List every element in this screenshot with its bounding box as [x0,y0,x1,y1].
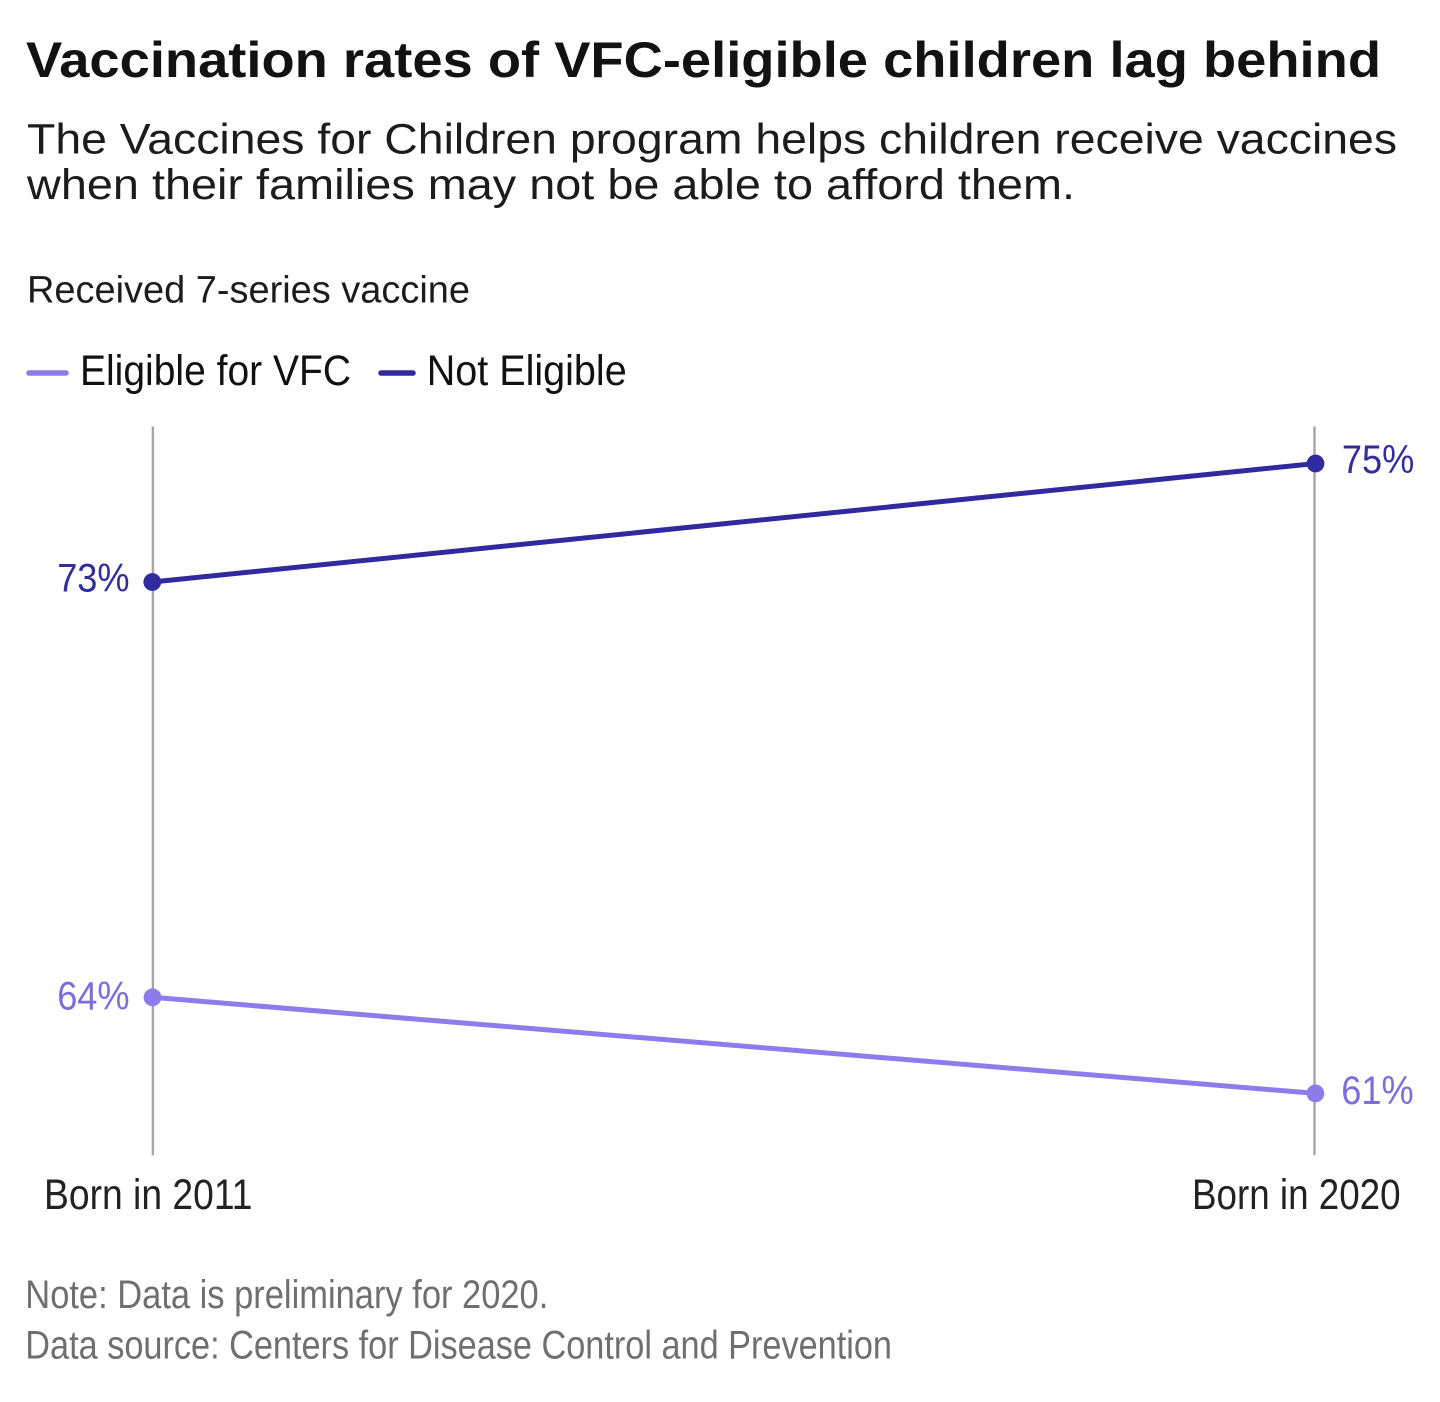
svg-text:Note: Data is preliminary for: Note: Data is preliminary for 2020. [25,1273,548,1317]
svg-text:64%: 64% [57,974,129,1018]
svg-text:Eligible for VFC: Eligible for VFC [80,347,351,395]
svg-text:75%: 75% [1342,438,1414,482]
svg-text:73%: 73% [57,557,129,601]
svg-text:The Vaccines for Children prog: The Vaccines for Children program helps … [27,116,1397,164]
svg-text:Received 7-series vaccine: Received 7-series vaccine [27,270,470,312]
svg-text:61%: 61% [1341,1069,1413,1113]
svg-text:Born in 2020: Born in 2020 [1192,1171,1401,1219]
svg-text:when their families may not be: when their families may not be able to a… [26,161,1075,209]
svg-text:Not Eligible: Not Eligible [427,347,627,395]
svg-text:Vaccination rates of VFC-eligi: Vaccination rates of VFC-eligible childr… [26,32,1381,88]
svg-text:Data source: Centers for Disea: Data source: Centers for Disease Control… [25,1324,892,1368]
svg-text:Born in 2011: Born in 2011 [44,1171,253,1219]
